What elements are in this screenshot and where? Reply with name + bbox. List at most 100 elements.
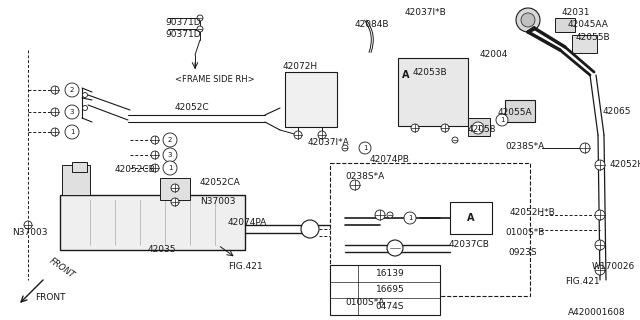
Text: 42052C: 42052C xyxy=(175,103,210,112)
Text: 42072H: 42072H xyxy=(283,62,318,71)
Circle shape xyxy=(387,212,393,218)
Bar xyxy=(398,58,468,126)
Circle shape xyxy=(65,125,79,139)
Text: 0474S: 0474S xyxy=(376,302,404,311)
Bar xyxy=(285,72,337,127)
Bar xyxy=(72,162,87,172)
Circle shape xyxy=(51,128,59,136)
Text: 16695: 16695 xyxy=(376,285,404,294)
Text: 90371D: 90371D xyxy=(165,18,200,27)
Text: 42004: 42004 xyxy=(480,50,508,59)
Bar xyxy=(330,265,440,315)
Text: 42052CB: 42052CB xyxy=(115,165,156,174)
Bar xyxy=(330,163,530,296)
Text: 2: 2 xyxy=(168,137,172,143)
Text: 0238S*A: 0238S*A xyxy=(505,142,544,151)
Text: 1: 1 xyxy=(363,145,367,151)
Circle shape xyxy=(452,137,458,143)
Text: A420001608: A420001608 xyxy=(568,308,626,317)
Text: 1: 1 xyxy=(408,215,412,221)
Text: 1: 1 xyxy=(168,165,172,171)
Text: 42055A: 42055A xyxy=(498,108,532,117)
Text: 2: 2 xyxy=(342,287,346,293)
Circle shape xyxy=(163,161,177,175)
Bar xyxy=(450,202,492,234)
Text: 1: 1 xyxy=(500,117,504,123)
Text: 3: 3 xyxy=(70,109,74,115)
Text: 3: 3 xyxy=(168,152,172,158)
Bar xyxy=(505,100,535,122)
Text: 0238S*A: 0238S*A xyxy=(345,172,384,181)
Text: FIG.421: FIG.421 xyxy=(228,262,262,271)
Bar xyxy=(468,118,490,136)
Bar xyxy=(60,195,245,250)
Circle shape xyxy=(342,145,348,151)
Circle shape xyxy=(51,108,59,116)
Text: 0100S*B: 0100S*B xyxy=(505,228,545,237)
Bar xyxy=(62,165,90,195)
Text: N37003: N37003 xyxy=(200,197,236,206)
Text: 42053B: 42053B xyxy=(413,68,447,77)
Circle shape xyxy=(318,131,326,139)
Circle shape xyxy=(163,133,177,147)
Text: 42084B: 42084B xyxy=(355,20,390,29)
Text: 3: 3 xyxy=(342,270,346,276)
Circle shape xyxy=(404,212,416,224)
Circle shape xyxy=(151,151,159,159)
Circle shape xyxy=(83,92,88,98)
Circle shape xyxy=(197,26,203,32)
Text: 42052CA: 42052CA xyxy=(200,178,241,187)
Text: N37003: N37003 xyxy=(12,228,47,237)
Text: 0100S*A: 0100S*A xyxy=(345,298,385,307)
Text: 42074PB: 42074PB xyxy=(370,155,410,164)
Text: 42058: 42058 xyxy=(468,125,497,134)
Circle shape xyxy=(496,114,508,126)
Circle shape xyxy=(411,124,419,132)
Text: 42037I*B: 42037I*B xyxy=(405,8,447,17)
Circle shape xyxy=(375,210,385,220)
Circle shape xyxy=(387,240,403,256)
Circle shape xyxy=(24,221,32,229)
Text: 42065: 42065 xyxy=(603,107,632,116)
Circle shape xyxy=(151,136,159,144)
Circle shape xyxy=(338,284,350,296)
Circle shape xyxy=(197,15,203,21)
Circle shape xyxy=(359,142,371,154)
Text: 42074PA: 42074PA xyxy=(228,218,268,227)
Circle shape xyxy=(472,122,484,134)
Circle shape xyxy=(350,180,360,190)
Text: 1: 1 xyxy=(342,304,346,310)
Text: 0923S: 0923S xyxy=(508,248,536,257)
Text: A: A xyxy=(467,213,475,223)
Text: FIG.421: FIG.421 xyxy=(565,277,600,286)
Circle shape xyxy=(151,164,159,172)
Circle shape xyxy=(294,131,302,139)
Text: 90371D: 90371D xyxy=(165,30,200,39)
Text: A: A xyxy=(403,70,410,80)
Text: 42052H*A: 42052H*A xyxy=(610,160,640,169)
Text: 1: 1 xyxy=(388,280,392,286)
Text: 16139: 16139 xyxy=(376,269,404,278)
Text: 42055B: 42055B xyxy=(576,33,611,42)
Circle shape xyxy=(595,240,605,250)
Circle shape xyxy=(171,184,179,192)
Text: 2: 2 xyxy=(70,87,74,93)
Circle shape xyxy=(65,105,79,119)
Text: 42037CB: 42037CB xyxy=(449,240,490,249)
Circle shape xyxy=(595,210,605,220)
Bar xyxy=(160,178,190,200)
Circle shape xyxy=(338,267,350,279)
Circle shape xyxy=(171,198,179,206)
Text: 1: 1 xyxy=(70,129,74,135)
Text: <FRAME SIDE RH>: <FRAME SIDE RH> xyxy=(175,75,255,84)
Circle shape xyxy=(367,285,373,291)
Circle shape xyxy=(595,265,605,275)
Bar xyxy=(572,35,597,53)
Text: 42035: 42035 xyxy=(148,245,177,254)
Text: 42031: 42031 xyxy=(562,8,591,17)
Bar xyxy=(555,18,575,32)
Text: 1: 1 xyxy=(476,125,480,131)
Circle shape xyxy=(595,160,605,170)
Circle shape xyxy=(301,220,319,238)
Text: 42037I*A: 42037I*A xyxy=(308,138,349,147)
